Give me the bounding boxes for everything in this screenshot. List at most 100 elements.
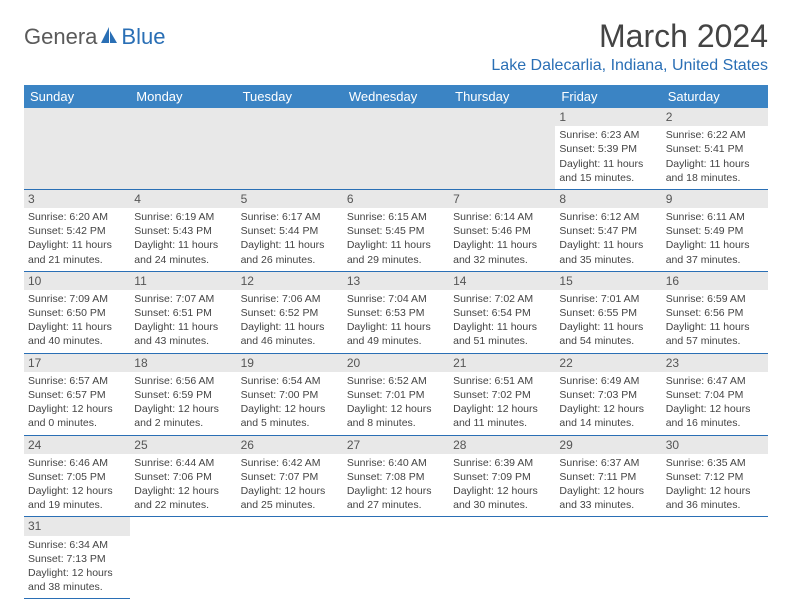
day-number: 16: [662, 272, 768, 290]
day-number: 22: [555, 354, 661, 372]
calendar-day-cell: 4Sunrise: 6:19 AMSunset: 5:43 PMDaylight…: [130, 189, 236, 271]
month-title: March 2024: [491, 18, 768, 55]
day-number: 25: [130, 436, 236, 454]
day-details: Sunrise: 6:14 AMSunset: 5:46 PMDaylight:…: [453, 210, 551, 267]
day-details: Sunrise: 6:46 AMSunset: 7:05 PMDaylight:…: [28, 456, 126, 513]
day-details: Sunrise: 7:07 AMSunset: 6:51 PMDaylight:…: [134, 292, 232, 349]
calendar-day-cell: 6 Sunrise: 6:15 AMSunset: 5:45 PMDaylight…: [343, 189, 449, 271]
calendar-day-cell: 13 Sunrise: 7:04 AMSunset: 6:53 PMDayligh…: [343, 271, 449, 353]
day-details: Sunrise: 6:17 AMSunset: 5:44 PMDaylight:…: [241, 210, 339, 267]
calendar-empty-cell: [130, 517, 236, 599]
day-number: 27: [343, 436, 449, 454]
calendar-day-cell: 18 Sunrise: 6:56 AMSunset: 6:59 PMDayligh…: [130, 353, 236, 435]
day-number: 2: [662, 108, 768, 126]
day-details: Sunrise: 6:40 AMSunset: 7:08 PMDaylight:…: [347, 456, 445, 513]
day-number: 9: [662, 190, 768, 208]
day-number: 18: [130, 354, 236, 372]
calendar-empty-cell: [237, 517, 343, 599]
calendar-empty-cell: [555, 517, 661, 599]
calendar-day-cell: 22Sunrise: 6:49 AMSunset: 7:03 PMDayligh…: [555, 353, 661, 435]
day-number: 28: [449, 436, 555, 454]
day-details: Sunrise: 6:37 AMSunset: 7:11 PMDaylight:…: [559, 456, 657, 513]
weekday-header: Sunday: [24, 85, 130, 108]
calendar-day-cell: 20 Sunrise: 6:52 AMSunset: 7:01 PMDayligh…: [343, 353, 449, 435]
day-number: 6: [343, 190, 449, 208]
day-number: 20: [343, 354, 449, 372]
weekday-header: Saturday: [662, 85, 768, 108]
day-details: Sunrise: 6:47 AMSunset: 7:04 PMDaylight:…: [666, 374, 764, 431]
calendar-day-cell: 11Sunrise: 7:07 AMSunset: 6:51 PMDayligh…: [130, 271, 236, 353]
day-number: 8: [555, 190, 661, 208]
day-number: 29: [555, 436, 661, 454]
calendar-week-row: 1 Sunrise: 6:23 AMSunset: 5:39 PMDaylight…: [24, 108, 768, 189]
calendar-day-cell: 26 Sunrise: 6:42 AMSunset: 7:07 PMDayligh…: [237, 435, 343, 517]
weekday-header: Friday: [555, 85, 661, 108]
day-details: Sunrise: 7:01 AMSunset: 6:55 PMDaylight:…: [559, 292, 657, 349]
calendar-day-cell: 16 Sunrise: 6:59 AMSunset: 6:56 PMDayligh…: [662, 271, 768, 353]
calendar-week-row: 24 Sunrise: 6:46 AMSunset: 7:05 PMDayligh…: [24, 435, 768, 517]
calendar-day-cell: 27 Sunrise: 6:40 AMSunset: 7:08 PMDayligh…: [343, 435, 449, 517]
calendar-empty-cell: [449, 517, 555, 599]
logo: Genera Blue: [24, 24, 165, 50]
day-number: 19: [237, 354, 343, 372]
day-details: Sunrise: 6:59 AMSunset: 6:56 PMDaylight:…: [666, 292, 764, 349]
calendar-day-cell: 3Sunrise: 6:20 AMSunset: 5:42 PMDaylight…: [24, 189, 130, 271]
day-number: 13: [343, 272, 449, 290]
calendar-day-cell: 14Sunrise: 7:02 AMSunset: 6:54 PMDayligh…: [449, 271, 555, 353]
day-number: 23: [662, 354, 768, 372]
day-details: Sunrise: 6:19 AMSunset: 5:43 PMDaylight:…: [134, 210, 232, 267]
calendar-day-cell: 28 Sunrise: 6:39 AMSunset: 7:09 PMDayligh…: [449, 435, 555, 517]
calendar-body: 1 Sunrise: 6:23 AMSunset: 5:39 PMDaylight…: [24, 108, 768, 599]
calendar-day-cell: 15Sunrise: 7:01 AMSunset: 6:55 PMDayligh…: [555, 271, 661, 353]
calendar-table: SundayMondayTuesdayWednesdayThursdayFrid…: [24, 85, 768, 599]
calendar-empty-cell: [130, 108, 236, 189]
day-number: 7: [449, 190, 555, 208]
day-number: 1: [555, 108, 661, 126]
calendar-day-cell: 9Sunrise: 6:11 AMSunset: 5:49 PMDaylight…: [662, 189, 768, 271]
calendar-week-row: 17Sunrise: 6:57 AMSunset: 6:57 PMDayligh…: [24, 353, 768, 435]
day-details: Sunrise: 6:44 AMSunset: 7:06 PMDaylight:…: [134, 456, 232, 513]
calendar-day-cell: 7 Sunrise: 6:14 AMSunset: 5:46 PMDaylight…: [449, 189, 555, 271]
calendar-week-row: 31Sunrise: 6:34 AMSunset: 7:13 PMDayligh…: [24, 517, 768, 599]
day-number: 31: [24, 517, 130, 535]
day-details: Sunrise: 6:56 AMSunset: 6:59 PMDaylight:…: [134, 374, 232, 431]
calendar-day-cell: 5Sunrise: 6:17 AMSunset: 5:44 PMDaylight…: [237, 189, 343, 271]
calendar-day-cell: 10Sunrise: 7:09 AMSunset: 6:50 PMDayligh…: [24, 271, 130, 353]
day-number: 30: [662, 436, 768, 454]
logo-sail-icon: [99, 25, 119, 50]
day-number: 12: [237, 272, 343, 290]
calendar-day-cell: 2Sunrise: 6:22 AMSunset: 5:41 PMDaylight…: [662, 108, 768, 189]
weekday-header: Thursday: [449, 85, 555, 108]
logo-text-1: Genera: [24, 24, 97, 50]
logo-text-2: Blue: [121, 24, 165, 50]
weekday-header: Monday: [130, 85, 236, 108]
day-details: Sunrise: 7:04 AMSunset: 6:53 PMDaylight:…: [347, 292, 445, 349]
calendar-day-cell: 29 Sunrise: 6:37 AMSunset: 7:11 PMDayligh…: [555, 435, 661, 517]
calendar-day-cell: 21 Sunrise: 6:51 AMSunset: 7:02 PMDayligh…: [449, 353, 555, 435]
day-details: Sunrise: 6:52 AMSunset: 7:01 PMDaylight:…: [347, 374, 445, 431]
day-details: Sunrise: 7:06 AMSunset: 6:52 PMDaylight:…: [241, 292, 339, 349]
day-details: Sunrise: 6:42 AMSunset: 7:07 PMDaylight:…: [241, 456, 339, 513]
day-number: 21: [449, 354, 555, 372]
header: Genera Blue March 2024 Lake Dalecarlia, …: [24, 18, 768, 81]
calendar-empty-cell: [24, 108, 130, 189]
day-details: Sunrise: 6:51 AMSunset: 7:02 PMDaylight:…: [453, 374, 551, 431]
calendar-empty-cell: [662, 517, 768, 599]
calendar-day-cell: 23 Sunrise: 6:47 AMSunset: 7:04 PMDayligh…: [662, 353, 768, 435]
day-number: 10: [24, 272, 130, 290]
day-details: Sunrise: 6:35 AMSunset: 7:12 PMDaylight:…: [666, 456, 764, 513]
day-details: Sunrise: 6:39 AMSunset: 7:09 PMDaylight:…: [453, 456, 551, 513]
calendar-week-row: 3Sunrise: 6:20 AMSunset: 5:42 PMDaylight…: [24, 189, 768, 271]
day-number: 26: [237, 436, 343, 454]
day-number: 24: [24, 436, 130, 454]
day-details: Sunrise: 6:15 AMSunset: 5:45 PMDaylight:…: [347, 210, 445, 267]
calendar-day-cell: 30 Sunrise: 6:35 AMSunset: 7:12 PMDayligh…: [662, 435, 768, 517]
weekday-header-row: SundayMondayTuesdayWednesdayThursdayFrid…: [24, 85, 768, 108]
day-details: Sunrise: 6:23 AMSunset: 5:39 PMDaylight:…: [559, 128, 657, 185]
day-details: Sunrise: 7:02 AMSunset: 6:54 PMDaylight:…: [453, 292, 551, 349]
day-details: Sunrise: 6:20 AMSunset: 5:42 PMDaylight:…: [28, 210, 126, 267]
location: Lake Dalecarlia, Indiana, United States: [491, 57, 768, 75]
day-number: 17: [24, 354, 130, 372]
calendar-day-cell: 24 Sunrise: 6:46 AMSunset: 7:05 PMDayligh…: [24, 435, 130, 517]
day-details: Sunrise: 6:12 AMSunset: 5:47 PMDaylight:…: [559, 210, 657, 267]
